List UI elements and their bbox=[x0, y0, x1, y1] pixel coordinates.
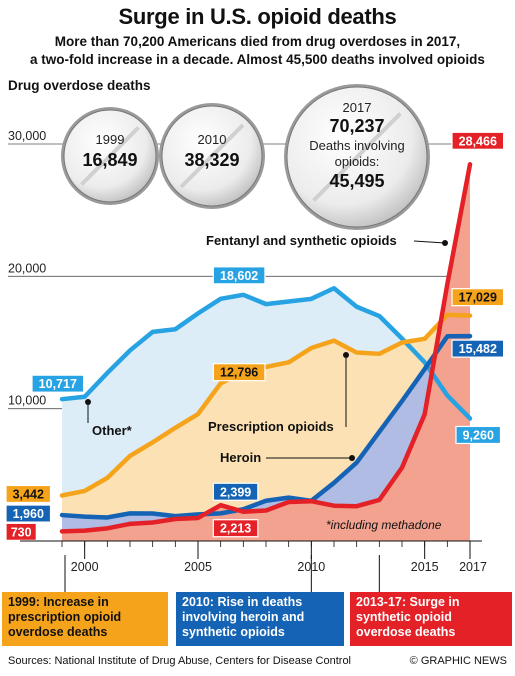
area-2 bbox=[62, 336, 470, 541]
pill-extra-line2: opioids: bbox=[335, 154, 380, 169]
label-other-2017-box bbox=[455, 425, 502, 445]
label-heroin-2007-box bbox=[212, 482, 259, 501]
callout-2013-17: 2013-17: Surge in synthetic opioid overd… bbox=[350, 592, 512, 646]
pill-value: 38,329 bbox=[184, 150, 239, 170]
leader-fentanyl-dot bbox=[442, 240, 448, 246]
label-fent-2017: 28,466 bbox=[459, 134, 497, 148]
x-tick-label: 2017 bbox=[459, 560, 487, 574]
label-fent-2007: 2,213 bbox=[220, 522, 251, 536]
y-tick-label: 20,000 bbox=[8, 261, 46, 275]
x-tick-label: 2000 bbox=[71, 560, 99, 574]
series-label-fentanyl: Fentanyl and synthetic opioids bbox=[206, 233, 397, 248]
pill-score-line bbox=[312, 112, 402, 202]
leader-heroin-dot bbox=[349, 455, 355, 461]
label-other-1999: 10,717 bbox=[39, 377, 77, 391]
label-heroin-1999-box bbox=[5, 504, 52, 523]
label-fent-2017-box bbox=[451, 131, 505, 150]
label-rx-1999: 3,442 bbox=[13, 487, 44, 501]
y-axis-title: Drug overdose deaths bbox=[8, 78, 151, 93]
label-fent-1999: 730 bbox=[11, 525, 32, 539]
label-other-2017: 9,260 bbox=[463, 428, 494, 442]
leader-other-dot bbox=[85, 399, 91, 405]
footnote: *including methadone bbox=[326, 518, 442, 532]
pill-value: 16,849 bbox=[82, 150, 137, 170]
pill-year: 2017 bbox=[343, 100, 372, 115]
label-other-1999-box bbox=[31, 374, 85, 393]
label-heroin-2017-box bbox=[451, 339, 505, 358]
x-tick-label: 2005 bbox=[184, 560, 212, 574]
pill-extra-value: 45,495 bbox=[329, 171, 384, 191]
subtitle-line-1: More than 70,200 Americans died from dru… bbox=[54, 34, 461, 49]
label-heroin-2007: 2,399 bbox=[220, 485, 251, 499]
line-1 bbox=[59, 312, 473, 498]
brand-credit: © GRAPHIC NEWS bbox=[409, 655, 507, 667]
label-fent-2007-box bbox=[212, 519, 259, 538]
leader-prescription-dot bbox=[343, 352, 349, 358]
line-0 bbox=[59, 285, 473, 421]
sources-text: Sources: National Institute of Drug Abus… bbox=[8, 655, 352, 667]
pill-value: 70,237 bbox=[329, 116, 384, 136]
label-other-2007: 18,602 bbox=[220, 269, 258, 283]
label-rx-2017-box bbox=[451, 288, 505, 307]
label-rx-2017: 17,029 bbox=[459, 291, 497, 305]
series-label-prescription: Prescription opioids bbox=[208, 419, 334, 434]
area-3 bbox=[62, 164, 470, 541]
pill-year: 1999 bbox=[96, 132, 125, 147]
leader-fentanyl bbox=[413, 240, 446, 244]
page-title: Surge in U.S. opioid deaths bbox=[118, 4, 397, 29]
label-fent-1999-box bbox=[5, 522, 37, 541]
callout-1999: 1999: Increase in prescription opioid ov… bbox=[2, 592, 168, 646]
subtitle-line-2: a two-fold increase in a decade. Almost … bbox=[30, 52, 485, 67]
callout-2010: 2010: Rise in deaths involving heroin an… bbox=[176, 592, 344, 646]
y-tick-label: 30,000 bbox=[8, 129, 46, 143]
line-2 bbox=[59, 333, 473, 520]
label-rx-2007-box bbox=[212, 363, 266, 382]
y-tick-label: 10,000 bbox=[8, 394, 46, 408]
series-label-heroin: Heroin bbox=[220, 450, 261, 465]
x-tick-label: 2015 bbox=[411, 560, 439, 574]
label-heroin-2017: 15,482 bbox=[459, 342, 497, 356]
line-3 bbox=[59, 162, 473, 534]
label-heroin-1999: 1,960 bbox=[13, 507, 44, 521]
series-label-other: Other* bbox=[92, 423, 133, 438]
pill-year: 2010 bbox=[198, 132, 227, 147]
label-other-2007-box bbox=[212, 266, 266, 285]
pill-score-line bbox=[80, 126, 140, 186]
pill-score-line bbox=[179, 123, 245, 189]
pill-extra-line1: Deaths involving bbox=[309, 138, 404, 153]
label-rx-2007: 12,796 bbox=[220, 366, 258, 380]
label-rx-1999-box bbox=[5, 484, 52, 504]
